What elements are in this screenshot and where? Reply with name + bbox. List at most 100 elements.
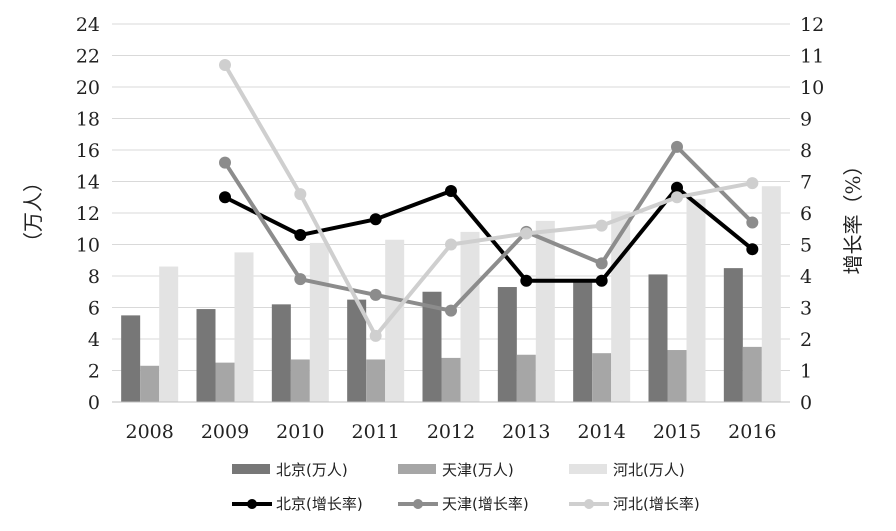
- left-tick-label: 8: [88, 266, 100, 288]
- left-tick-label: 2: [88, 361, 100, 383]
- line-point: [595, 257, 608, 270]
- line-point: [219, 191, 231, 204]
- series-line: [223, 63, 753, 338]
- right-tick-label: 5: [800, 235, 812, 257]
- x-tick-label: 2016: [728, 421, 776, 443]
- legend-marker: [584, 499, 594, 509]
- series-line: [223, 144, 754, 313]
- x-tick-label: 2014: [577, 421, 625, 443]
- legend-label: 北京(增长率): [276, 495, 363, 513]
- bar: [516, 354, 536, 402]
- line-point: [595, 274, 608, 287]
- right-tick-label: 3: [800, 298, 812, 320]
- legend: 北京(万人) 天津(万人) 河北(万人) 北京(增长率) 天津(增长率) 河北(增长率): [232, 461, 700, 513]
- left-tick-label: 18: [76, 109, 100, 131]
- lines: [219, 58, 759, 342]
- line-point: [369, 213, 382, 226]
- bar: [723, 268, 743, 402]
- right-tick-label: 10: [800, 77, 824, 99]
- right-tick-label: 7: [800, 172, 812, 194]
- legend-swatch: [569, 464, 607, 474]
- x-tick-label: 2009: [201, 421, 249, 443]
- left-tick-label: 6: [88, 298, 100, 320]
- bar: [573, 279, 593, 402]
- legend-marker: [413, 499, 423, 509]
- line-point: [219, 58, 231, 71]
- left-axis-title: （万人）: [21, 172, 45, 252]
- left-tick-label: 24: [76, 14, 100, 36]
- line-point: [746, 216, 759, 229]
- line-point: [294, 229, 307, 242]
- bar: [196, 309, 216, 402]
- legend-label: 天津(增长率): [442, 495, 529, 513]
- bar: [497, 287, 517, 402]
- left-tick-label: 22: [76, 46, 100, 68]
- line-point: [294, 188, 307, 201]
- bar: [592, 353, 612, 402]
- x-tick-label: 2011: [351, 421, 399, 443]
- left-tick-label: 12: [76, 203, 100, 225]
- bar: [742, 346, 762, 402]
- right-tick-label: 6: [800, 203, 812, 225]
- bar: [761, 186, 781, 402]
- bar: [441, 357, 461, 402]
- legend-swatch: [232, 464, 270, 474]
- line-point: [595, 219, 608, 232]
- right-tick-label: 1: [800, 361, 812, 383]
- bar: [290, 359, 310, 402]
- line-point: [369, 329, 382, 342]
- bar: [686, 198, 706, 402]
- legend-label: 河北(增长率): [613, 495, 700, 513]
- bar: [309, 242, 329, 402]
- line-point: [445, 184, 457, 197]
- legend-label: 河北(万人): [613, 461, 685, 479]
- line-point: [369, 288, 382, 301]
- line-point: [671, 181, 683, 194]
- bar: [422, 291, 442, 402]
- right-tick-label: 4: [800, 266, 812, 288]
- right-tick-label: 8: [800, 140, 812, 162]
- x-tick-label: 2015: [653, 421, 701, 443]
- line-point: [520, 274, 533, 287]
- line-point: [520, 227, 533, 240]
- right-axis-title: 增长率（%）: [841, 155, 865, 274]
- legend-marker: [247, 499, 257, 509]
- bar: [215, 362, 235, 402]
- x-tick-label: 2010: [276, 421, 324, 443]
- line-point: [445, 304, 457, 317]
- line-point: [746, 177, 759, 190]
- left-tick-label: 16: [76, 140, 100, 162]
- bar: [271, 304, 291, 402]
- bar: [535, 220, 555, 402]
- legend-label: 天津(万人): [442, 461, 514, 479]
- line-point: [746, 243, 759, 256]
- bar: [234, 252, 254, 402]
- x-tick-label: 2008: [125, 421, 173, 443]
- bar: [667, 350, 687, 402]
- line-point: [294, 273, 307, 286]
- right-tick-label: 11: [800, 46, 824, 68]
- tick-labels: 0246810121416182022240123456789101112200…: [76, 14, 824, 443]
- bar: [366, 359, 386, 402]
- bar: [385, 239, 405, 402]
- right-tick-label: 2: [800, 329, 812, 351]
- bar: [140, 365, 160, 402]
- left-tick-label: 20: [76, 77, 100, 99]
- legend-label: 北京(万人): [276, 461, 348, 479]
- bars: [121, 186, 781, 402]
- line-point: [671, 191, 683, 204]
- x-tick-label: 2012: [427, 421, 475, 443]
- left-tick-label: 4: [88, 329, 100, 351]
- left-tick-label: 0: [88, 392, 100, 414]
- bar: [159, 266, 179, 402]
- bar: [121, 315, 141, 402]
- right-tick-label: 9: [800, 109, 812, 131]
- bar: [648, 274, 668, 402]
- line-point: [671, 140, 683, 153]
- x-tick-label: 2013: [502, 421, 550, 443]
- bar: [347, 299, 367, 402]
- line-point: [219, 156, 231, 169]
- right-tick-label: 12: [800, 14, 824, 36]
